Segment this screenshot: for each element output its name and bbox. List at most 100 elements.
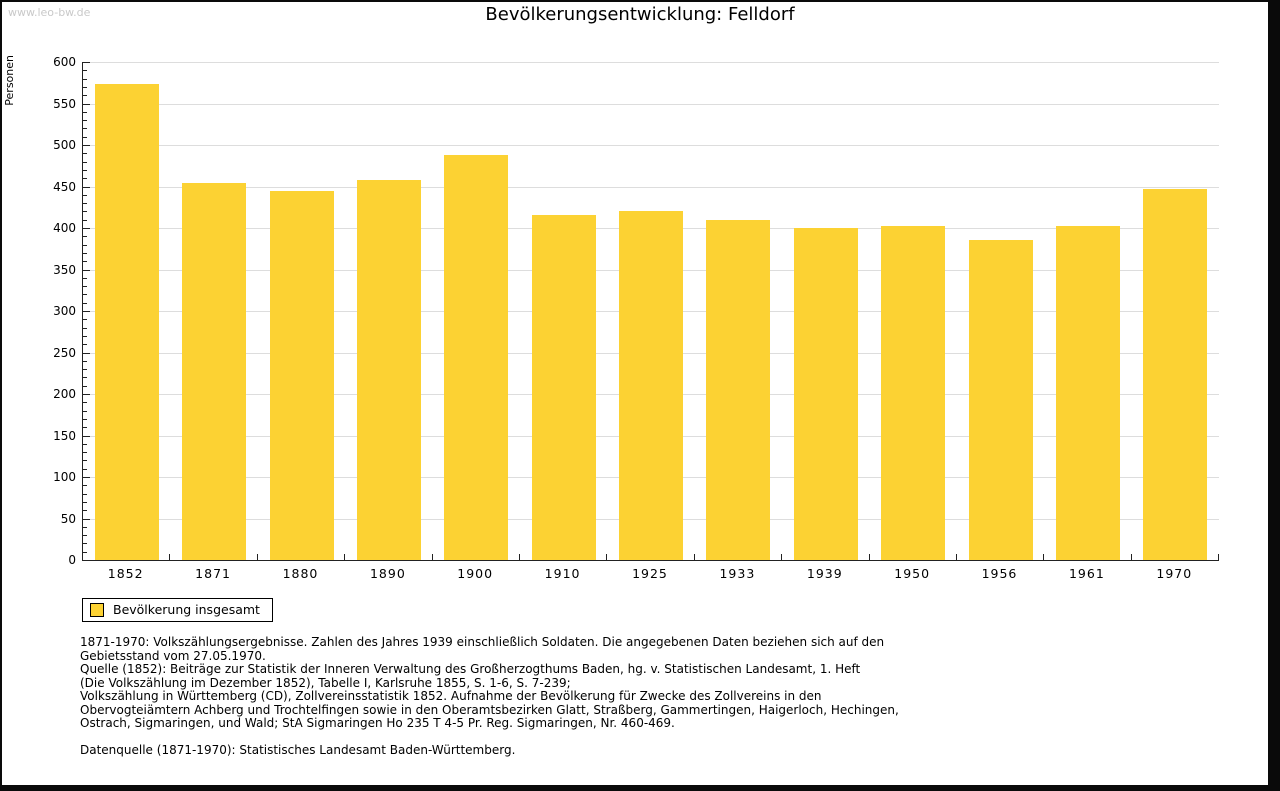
y-minor-tick [83,219,87,221]
x-axis-tick-labels: 1852 1871 1880 1890 1900 1910 1925 1933 1939 1950… [82,566,1218,584]
y-major-tick [83,560,90,561]
y-minor-tick [83,418,87,420]
y-major-tick [83,228,90,229]
y-tick-label: 0 [68,553,76,567]
x-tick-label: 1970 [1156,566,1193,581]
y-minor-tick [83,410,87,412]
bar [444,155,509,560]
bar [531,214,596,560]
y-minor-tick [83,86,87,88]
chart-title: Bevölkerungsentwicklung: Felldorf [485,4,795,25]
y-major-tick [83,477,90,478]
y-minor-tick [83,360,87,362]
y-minor-tick [83,136,87,138]
footnote-line: Quelle (1852): Beiträge zur Statistik de… [80,662,861,676]
y-major-tick [83,352,90,354]
bar [94,83,159,560]
y-axis-label: Personen [3,55,16,106]
y-minor-tick [83,543,87,545]
y-minor-tick [83,203,87,205]
y-tick-label: 350 [53,262,76,277]
footnote-line: (Die Volkszählung im Dezember 1852), Tab… [80,675,571,690]
legend-swatch [90,602,104,617]
y-minor-tick [83,385,87,387]
y-minor-tick [83,302,87,304]
y-minor-tick [83,70,87,72]
x-tick-label: 1890 [369,566,406,581]
y-minor-tick [83,161,87,163]
footnote-line: Gebietsstand vom 27.05.1970. [80,648,266,663]
x-tick-label: 1880 [282,566,319,581]
y-minor-tick [83,78,87,80]
gridline [84,186,1219,188]
x-boundary-tick [169,554,171,560]
bar [182,183,247,560]
y-minor-tick [83,211,87,213]
y-minor-tick [83,286,87,288]
y-major-tick [83,103,90,105]
y-minor-tick [83,335,87,337]
y-minor-tick [83,501,87,503]
x-boundary-tick [1218,554,1219,560]
y-minor-tick [83,319,87,321]
y-major-tick [83,269,90,271]
x-boundary-tick [344,554,346,560]
y-major-tick [83,435,90,437]
y-minor-tick [83,427,87,429]
bar [968,240,1033,560]
gridline [84,103,1219,105]
x-boundary-tick [606,554,608,560]
y-minor-tick [83,252,87,254]
y-tick-label: 100 [53,470,76,484]
y-minor-tick [83,153,87,155]
bar [881,226,946,560]
x-boundary-tick [518,554,520,560]
x-boundary-tick [256,554,258,560]
y-minor-tick [83,485,87,487]
x-tick-label: 1956 [981,566,1018,581]
footnote-line: Ostrach, Sigmaringen, und Wald; StA Sigm… [80,716,675,730]
footnotes-block: 1871-1970: Volkszählungsergebnisse. Zahl… [80,635,1220,757]
bar [356,179,421,560]
x-tick-label: 1961 [1068,566,1105,581]
watermark-text: www.leo-bw.de [8,6,91,19]
y-minor-tick [83,452,87,454]
y-major-tick [83,518,90,520]
y-minor-tick [83,178,87,180]
bar [706,219,771,560]
y-tick-label: 200 [53,387,76,401]
x-tick-label: 1871 [195,566,231,581]
y-minor-tick [83,443,87,445]
y-tick-label: 300 [53,304,76,318]
bar [269,190,334,560]
footnote-line: Volkszählung in Württemberg (CD), Zollve… [80,689,822,703]
datasource-note: Datenquelle (1871-1970): Statistisches L… [80,742,516,757]
y-tick-label: 50 [60,511,76,526]
y-major-tick [83,145,90,146]
x-boundary-tick [1130,554,1132,560]
x-tick-label: 1925 [632,566,668,581]
y-minor-tick [83,236,87,238]
bar [619,210,683,560]
y-minor-tick [83,468,87,470]
x-tick-label: 1900 [457,566,494,581]
x-boundary-tick [431,554,433,560]
plot-area [82,62,1219,561]
y-minor-tick [83,294,87,296]
x-tick-label: 1950 [894,566,931,581]
y-tick-label: 550 [53,96,76,111]
y-axis-tick-labels: 0 50 100 150 200 250 300 350 400 450 500 550 600 [20,55,76,567]
y-minor-tick [83,120,87,122]
y-minor-tick [83,169,87,171]
y-minor-tick [83,369,87,371]
bar [1055,225,1120,560]
y-minor-tick [83,95,87,97]
y-minor-tick [83,194,87,196]
gridline [84,62,1219,63]
y-major-tick [83,62,90,63]
y-minor-tick [83,493,87,495]
y-minor-tick [83,510,87,512]
y-minor-tick [83,277,87,279]
y-minor-tick [83,460,87,462]
